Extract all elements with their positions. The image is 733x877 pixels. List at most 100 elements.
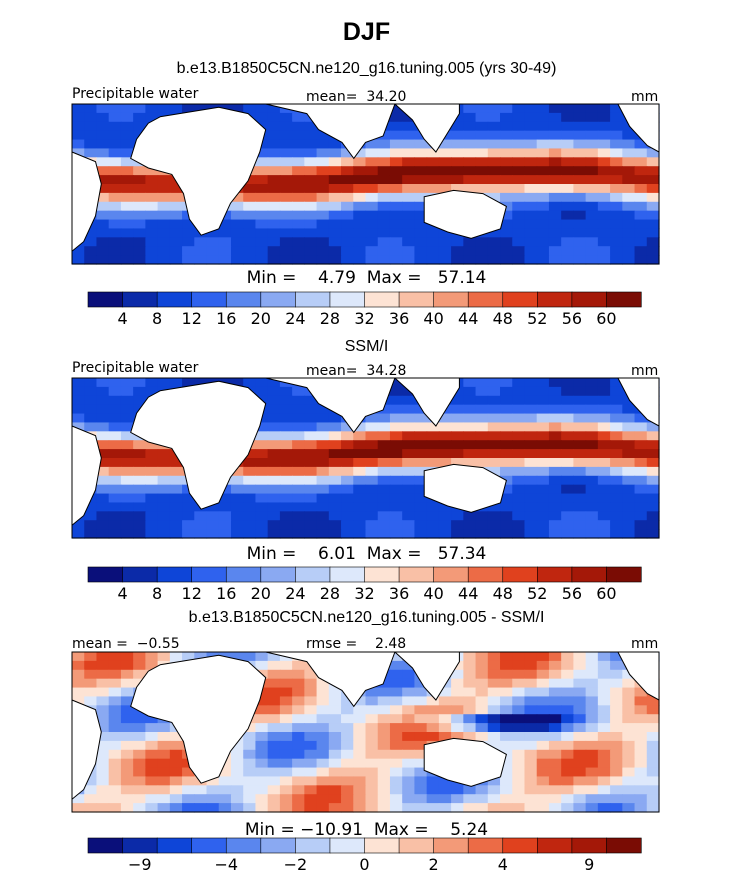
field-cell <box>84 139 98 150</box>
colorbar-tick-label: 44 <box>458 309 478 328</box>
field-cell <box>426 175 440 185</box>
field-cell <box>487 732 501 742</box>
field-cell <box>279 139 293 150</box>
field-cell <box>84 520 98 530</box>
field-cell <box>133 192 146 203</box>
field-cell <box>561 687 574 698</box>
field-cell <box>524 184 538 194</box>
field-cell <box>500 520 513 530</box>
field-cell <box>475 104 489 114</box>
field-cell <box>157 104 171 114</box>
field-cell <box>389 785 403 795</box>
field-cell <box>279 767 293 778</box>
field-cell <box>646 157 660 167</box>
colorbar-tick-label: 52 <box>527 584 547 603</box>
field-cell <box>548 458 562 468</box>
field-cell <box>573 687 587 698</box>
field-cell <box>438 696 452 706</box>
field-cell <box>84 255 98 265</box>
field-cell <box>341 493 354 504</box>
panel-1-variable-label: Precipitable water <box>72 86 199 102</box>
field-cell <box>341 148 354 158</box>
field-cell <box>145 723 159 733</box>
field-cell <box>84 529 98 539</box>
field-cell <box>328 440 342 450</box>
field-cell <box>622 687 636 698</box>
field-cell <box>145 785 159 795</box>
field-cell <box>622 431 636 441</box>
field-cell <box>169 732 183 742</box>
field-cell <box>328 237 342 247</box>
field-cell <box>524 466 538 477</box>
field-cell <box>365 422 379 432</box>
field-cell <box>402 669 416 680</box>
field-cell <box>304 776 318 786</box>
field-cell <box>279 404 293 415</box>
field-cell <box>108 794 122 804</box>
field-cell <box>585 219 599 230</box>
field-cell <box>243 449 257 459</box>
field-cell <box>402 660 416 671</box>
field-cell <box>279 175 293 185</box>
field-cell <box>438 794 452 804</box>
field-cell <box>634 520 648 530</box>
field-cell <box>585 157 599 167</box>
colorbar-tick-label: 12 <box>182 584 202 603</box>
field-cell <box>328 767 342 778</box>
field-cell <box>230 794 244 804</box>
field-cell <box>573 660 587 671</box>
field-cell <box>500 705 513 715</box>
field-cell <box>646 440 660 450</box>
field-cell <box>512 121 526 132</box>
field-cell <box>414 422 428 432</box>
field-cell <box>548 723 562 733</box>
field-cell <box>267 246 281 256</box>
field-cell <box>402 493 416 504</box>
field-cell <box>561 749 574 760</box>
field-cell <box>585 776 599 786</box>
field-cell <box>316 139 330 150</box>
field-cell <box>328 413 342 424</box>
field-cell <box>267 431 281 441</box>
field-cell <box>585 166 599 176</box>
field-cell <box>145 237 159 247</box>
field-cell <box>585 669 599 680</box>
field-cell <box>377 794 391 804</box>
field-cell <box>585 696 599 706</box>
field-cell <box>573 529 587 539</box>
field-cell <box>475 440 489 450</box>
field-cell <box>500 228 513 238</box>
field-cell <box>353 732 367 742</box>
field-cell <box>426 228 440 238</box>
field-cell <box>536 520 550 530</box>
field-cell <box>292 112 305 123</box>
field-cell <box>120 714 134 724</box>
field-cell <box>451 794 464 804</box>
field-cell <box>610 732 623 742</box>
field-cell <box>487 422 501 432</box>
field-cell <box>573 767 587 778</box>
field-cell <box>463 803 477 813</box>
field-cell <box>548 112 562 123</box>
field-cell <box>304 395 318 406</box>
field-cell <box>108 696 122 706</box>
field-cell <box>341 422 354 432</box>
field-cell <box>169 104 183 114</box>
field-cell <box>438 184 452 194</box>
field-cell <box>597 803 611 813</box>
colorbar-tick-label: 48 <box>493 584 513 603</box>
field-cell <box>500 440 513 450</box>
field-cell <box>120 740 134 751</box>
field-cell <box>157 723 171 733</box>
field-cell <box>120 404 134 415</box>
field-cell <box>133 529 146 539</box>
field-cell <box>316 511 330 521</box>
field-cell <box>610 139 623 150</box>
field-cell <box>573 210 587 221</box>
field-cell <box>292 466 305 477</box>
field-cell <box>341 237 354 247</box>
field-cell <box>622 395 636 406</box>
field-cell <box>230 466 244 477</box>
field-cell <box>524 228 538 238</box>
field-cell <box>72 803 85 813</box>
